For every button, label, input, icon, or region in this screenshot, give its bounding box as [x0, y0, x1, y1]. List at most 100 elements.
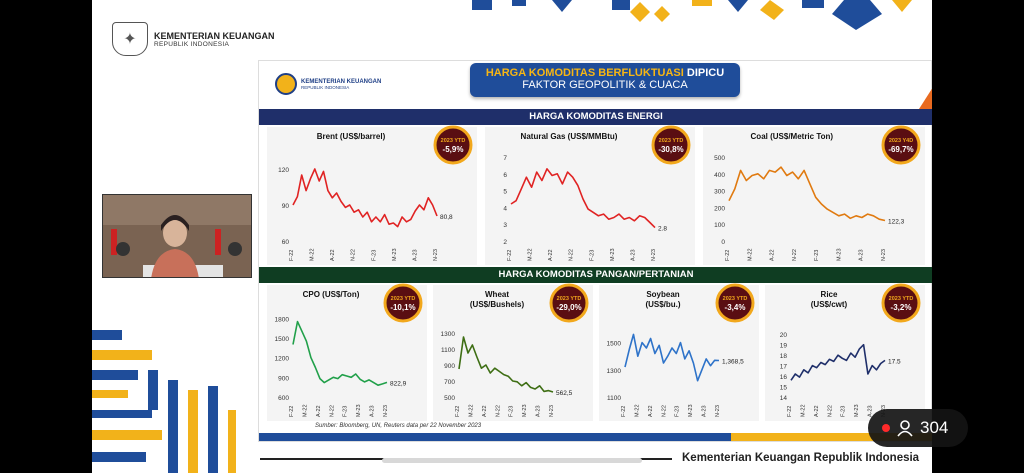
chart-1-ytick: 5	[503, 189, 507, 196]
food-section-header: HARGA KOMODITAS PANGAN/PERTANIAN	[259, 267, 932, 283]
chart-0-xtick: F-22	[289, 250, 295, 261]
chart-3-title: CPO (US$/Ton)	[303, 290, 360, 299]
slide-logo-text: KEMENTERIAN KEUANGAN	[301, 78, 382, 85]
chart-0-ytick: 120	[278, 167, 289, 174]
energy-section-header: HARGA KOMODITAS ENERGI	[259, 109, 932, 125]
republic-name: REPUBLIK INDONESIA	[154, 40, 230, 48]
chart-5-xtick: M-22	[634, 404, 640, 417]
chart-1-title: Natural Gas (US$/MMBtu)	[521, 132, 618, 141]
chart-1-ytick: 3	[503, 222, 507, 229]
chart-3-xtick: N-22	[329, 405, 335, 417]
footer-caption: Kementerian Keuangan Republik Indonesia	[682, 452, 920, 464]
chart-5-xtick: N-23	[715, 405, 721, 417]
source-note: Sumber: Bloomberg, UN, Reuters data per …	[315, 423, 482, 429]
slide-logo: KEMENTERIAN KEUANGAN REPUBLIK INDONESIA	[275, 73, 381, 95]
chart-6-ytick: 19	[780, 343, 788, 350]
chart-3-xtick: A-23	[370, 405, 376, 417]
chart-2-xtick: M-23	[836, 248, 842, 261]
chart-0-xtick: A-22	[330, 249, 336, 261]
chart-0-last-value: 80,8	[440, 214, 453, 221]
speaker-image	[103, 195, 251, 277]
chart-3-series-line	[292, 320, 388, 387]
chart-6-ytd-badge	[881, 283, 921, 323]
chart-0-ytd-badge	[433, 125, 473, 165]
chart-6-xtick: M-22	[800, 404, 806, 417]
chart-0-ytick: 60	[282, 239, 290, 246]
scroll-indicator[interactable]	[382, 458, 642, 463]
chart-2-ytick: 100	[714, 222, 725, 229]
chart-6-xtick: A-22	[814, 405, 820, 417]
chart-4-series-line	[458, 336, 554, 393]
chart-0-xtick: M-23	[392, 248, 398, 261]
chart-1-last-value: 2.8	[658, 226, 667, 233]
chart-6-ytick: 15	[780, 385, 788, 392]
chart-4-ytick: 700	[444, 379, 455, 386]
chart-6-xtick: F-22	[787, 406, 793, 417]
chart-1-series-line	[510, 168, 656, 229]
garuda-emblem-icon: ✦	[112, 22, 148, 56]
chart-3-xtick: N-23	[383, 405, 389, 417]
chart-5-xtick: A-22	[648, 405, 654, 417]
chart-0-ytick: 90	[282, 203, 290, 210]
chart-5-xtick: F-22	[621, 406, 627, 417]
chart-4-title: Wheat	[485, 290, 509, 299]
chart-1-ytick: 6	[503, 172, 507, 179]
chart-1-xtick: M-23	[610, 248, 616, 261]
chart-3-ytick: 1200	[275, 356, 290, 363]
ministry-name: KEMENTERIAN KEUANGAN	[154, 30, 275, 41]
chart-6-badge-label: 2023 YTD	[889, 296, 914, 302]
speaker-video-thumbnail	[102, 194, 252, 278]
viewer-count-pill[interactable]: 304	[868, 409, 968, 447]
chart-4-xtick: N-22	[495, 405, 501, 417]
chart-0-xtick: A-23	[412, 249, 418, 261]
chart-0-badge-value: -5,9%	[443, 145, 464, 154]
chart-3-ytick: 900	[278, 375, 289, 382]
chart-3-xtick: M-23	[356, 404, 362, 417]
chart-2-title: Coal (US$/Metric Ton)	[751, 132, 834, 141]
chart-1-ytick: 2	[503, 239, 507, 246]
chart-4-ytick: 1300	[441, 331, 456, 338]
slide-title: HARGA KOMODITAS BERFLUKTUASI DIPICU FAKT…	[470, 63, 740, 97]
decorative-pattern-top	[472, 0, 912, 30]
chart-1-xtick: F-23	[589, 250, 595, 261]
chart-5-badge-value: -3,4%	[725, 303, 746, 312]
chart-2-series-line	[728, 166, 886, 222]
chart-6-xtick: M-23	[854, 404, 860, 417]
chart-1-xtick: M-22	[528, 248, 534, 261]
commodity-charts: Brent (US$/barrel) 2023 YTD-5,9%1209060F-…	[267, 125, 925, 421]
chart-2-ytick: 400	[714, 172, 725, 179]
chart-6-xtick: N-22	[827, 405, 833, 417]
chart-4-xtick: M-23	[522, 404, 528, 417]
chart-5-title: Soybean	[646, 290, 679, 299]
chart-4-badge-value: -29,0%	[556, 303, 581, 312]
chart-4-ytick: 900	[444, 363, 455, 370]
chart-1-badge-label: 2023 YTD	[659, 138, 684, 144]
chart-4-xtick: F-22	[455, 406, 461, 417]
chart-4-ytd-badge	[549, 283, 589, 323]
chart-3-last-value: 822,9	[390, 380, 407, 387]
chart-4-xtick: A-23	[536, 405, 542, 417]
chart-2-ytick: 0	[721, 239, 725, 246]
chart-5-xtick: F-23	[675, 406, 681, 417]
chart-2-ytick: 200	[714, 205, 725, 212]
chart-3-xtick: A-22	[316, 405, 322, 417]
chart-1-ytick: 7	[503, 155, 507, 162]
chart-2-xtick: N-23	[881, 249, 887, 261]
chart-2-xtick: F-22	[725, 250, 731, 261]
chart-6-xtick: A-23	[868, 405, 874, 417]
chart-6-series-line	[790, 343, 886, 381]
chart-3-ytd-badge	[383, 283, 423, 323]
chart-6-ytick: 20	[780, 332, 788, 339]
chart-3-xtick: F-23	[343, 406, 349, 417]
chart-5-xtick: N-22	[661, 405, 667, 417]
chart-6-badge-value: -3,2%	[891, 303, 912, 312]
title-rest: DIPICU	[686, 67, 725, 79]
title-line2: FAKTOR GEOPOLITIK & CUACA	[522, 79, 688, 91]
chart-2-ytick: 300	[714, 189, 725, 196]
chart-2-xtick: A-23	[859, 249, 865, 261]
slide-footer-stripe	[259, 433, 932, 441]
chart-6-last-value: 17.5	[888, 358, 901, 365]
chart-1-xtick: A-23	[630, 249, 636, 261]
chart-3-ytick: 1800	[275, 316, 290, 323]
